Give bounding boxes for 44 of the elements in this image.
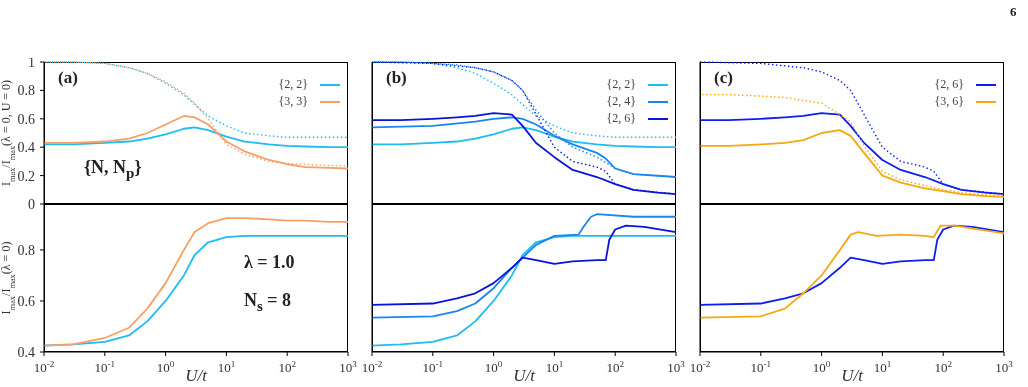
y-tick-label: 0.4 [17,140,35,156]
x-tick-label: 10$^{1}$ [545,359,564,375]
x-tick-label: 10$^{0}$ [156,359,175,375]
x-tick-label: 10$^{-1}$ [750,359,772,375]
legend-label: {2, 6} [934,77,964,92]
annotation: (c) [714,68,733,88]
x-tick-label: 10$^{-2}$ [361,359,383,375]
x-tick-label: 10$^{3}$ [995,359,1014,375]
legend-label: {2, 6} [606,111,636,126]
y-tick-label: 0.6 [17,293,35,309]
legend-label: {3, 3} [278,94,308,109]
x-tick-label: 10$^{-1}$ [94,359,116,375]
y-tick-label: 0 [28,197,35,212]
y-tick-label: 0.6 [17,111,35,127]
x-tick-label: 10$^{1}$ [217,359,236,375]
text: 6 [1010,4,1017,20]
x-tick-label: 10$^{0}$ [812,359,831,375]
legend-label: {2, 4} [606,94,636,109]
annotation: (a) [58,68,78,88]
x-tick-label: 10$^{3}$ [339,359,358,375]
y-tick-label: 0.8 [17,83,35,99]
x-tick-label: 10$^{3}$ [667,359,686,375]
annotation: (b) [386,68,407,88]
x-tick-label: 10$^{-2}$ [689,359,711,375]
annotation: λ = 1.0 [244,252,295,273]
legend-label: {2, 2} [278,77,308,92]
x-tick-label: 10$^{-1}$ [422,359,444,375]
x-tick-label: 10$^{-2}$ [33,359,55,375]
y-tick-label: 0.2 [17,168,35,184]
x-tick-label: 10$^{2}$ [606,359,625,375]
x-tick-label: 10$^{2}$ [278,359,297,375]
legend-label: {3, 6} [934,94,964,109]
legend-label: {2, 2} [606,77,636,92]
annotation: N$_{s}$ = 8 [244,290,292,315]
y-tick-label: 0.8 [17,242,35,258]
x-tick-label: 10$^{2}$ [934,359,953,375]
y-tick-label: 1 [28,55,35,70]
x-axis-title: U/t [185,366,207,385]
y-tick-label: 0.4 [17,345,35,360]
x-axis-title: U/t [513,366,535,385]
x-tick-label: 10$^{1}$ [873,359,892,375]
annotation: {N, N$_{p}$} [84,157,142,182]
x-tick-label: 10$^{0}$ [484,359,503,375]
x-axis-title: U/t [841,366,863,385]
